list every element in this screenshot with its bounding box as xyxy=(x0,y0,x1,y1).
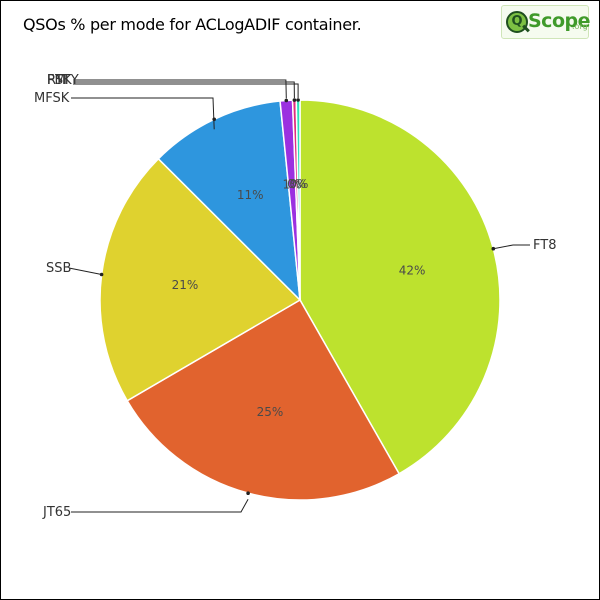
pct-label-psk: 0% xyxy=(287,177,306,191)
pie-slices xyxy=(99,99,501,501)
leader-line-ssb xyxy=(68,267,102,275)
pct-label-fm: 1% xyxy=(282,177,301,191)
pie-percent-labels: 42%25%21%11%1%0%0% xyxy=(172,177,426,419)
leader-arrow-mfsk xyxy=(212,117,216,122)
logo-word: Scope xyxy=(528,10,591,32)
category-label-mfsk: MFSK xyxy=(34,91,70,106)
leader-line-psk xyxy=(73,81,295,99)
leader-line-ft8 xyxy=(493,244,530,250)
category-label-rtty: RTTY xyxy=(47,73,79,88)
pct-label-rtty: 0% xyxy=(289,177,308,191)
leader-line-fm xyxy=(73,79,287,99)
leader-arrow-jt65 xyxy=(246,491,250,496)
pct-label-mfsk: 11% xyxy=(237,188,264,202)
pct-label-jt65: 25% xyxy=(257,405,284,419)
category-label-fm: FM xyxy=(47,73,66,88)
leader-line-jt65 xyxy=(71,498,249,513)
leader-arrow-fm xyxy=(284,98,289,103)
category-label-ft8: FT8 xyxy=(533,238,556,253)
pct-label-ssb: 21% xyxy=(172,278,199,292)
logo-suffix: .org xyxy=(572,22,588,31)
leader-line-rtty xyxy=(73,83,299,98)
leader-arrow-psk xyxy=(292,98,297,102)
leader-arrow-rtty xyxy=(296,98,300,102)
leader-arrow-ssb xyxy=(99,272,104,277)
leader-arrow-ft8 xyxy=(491,246,496,251)
category-label-jt65: JT65 xyxy=(42,505,71,520)
category-label-psk: PSK xyxy=(47,73,72,88)
qscope-logo[interactable]: Q Scope .org xyxy=(501,5,591,39)
category-label-ssb: SSB xyxy=(46,261,71,276)
chart-title: QSOs % per mode for ACLogADIF container. xyxy=(23,15,362,34)
leader-line-mfsk xyxy=(71,97,215,130)
pct-label-ft8: 42% xyxy=(399,263,426,277)
